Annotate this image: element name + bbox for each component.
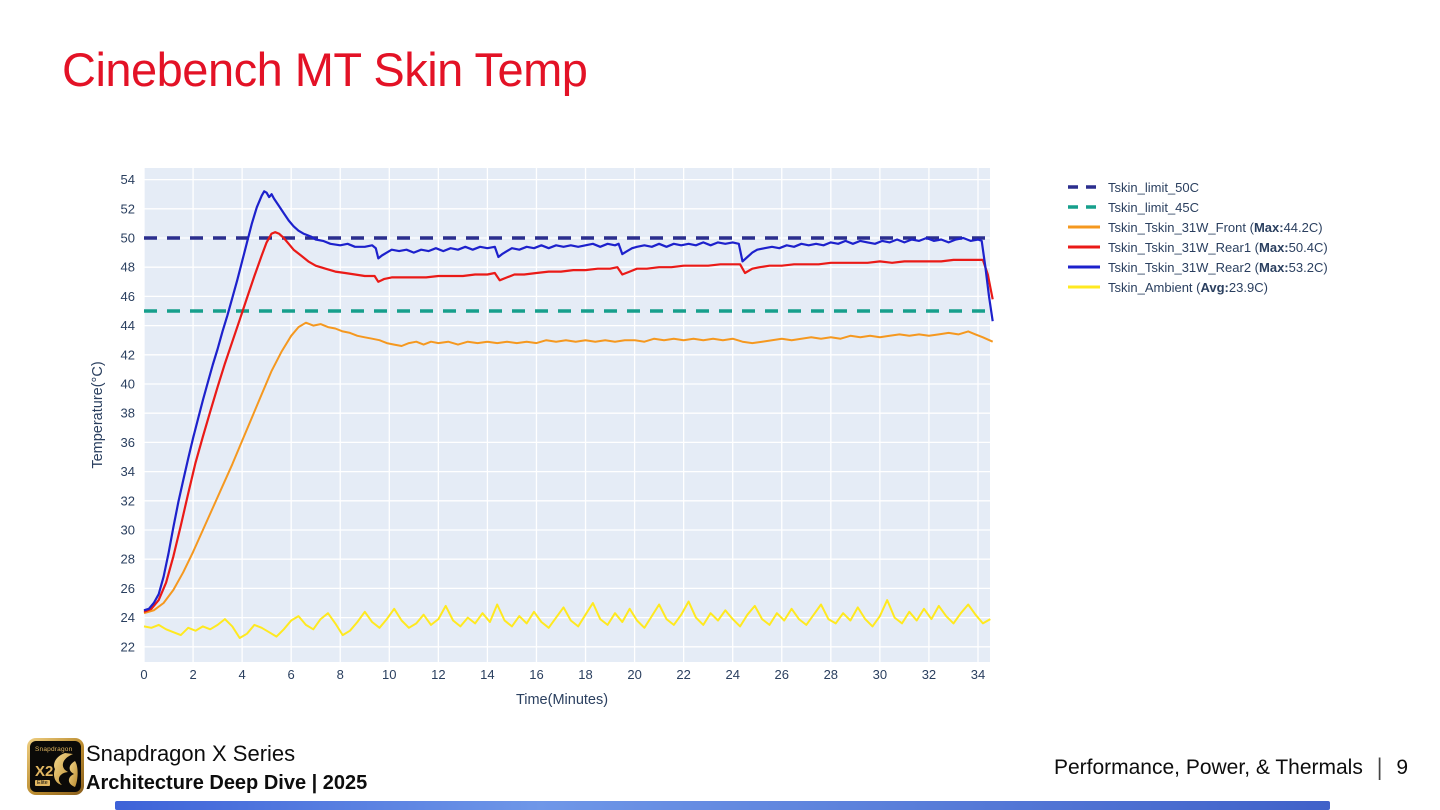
plot-area (144, 168, 990, 662)
snapdragon-logo-inner: Snapdragon X2 Elite (30, 741, 81, 792)
x-tick-label: 0 (140, 667, 147, 682)
x-tick-label: 24 (725, 667, 739, 682)
x-tick-label: 6 (288, 667, 295, 682)
legend-label: Tskin_limit_45C (1108, 199, 1200, 215)
snapdragon-logo: Snapdragon X2 Elite (27, 738, 84, 795)
legend-swatch (1068, 185, 1100, 189)
y-tick-label: 48 (121, 260, 135, 275)
legend-swatch (1068, 265, 1100, 269)
y-tick-label: 40 (121, 377, 135, 392)
y-tick-label: 44 (121, 318, 135, 333)
legend-item: Tskin_limit_50C (1068, 177, 1328, 197)
y-tick-label: 36 (121, 435, 135, 450)
x-axis-title: Time(Minutes) (516, 692, 608, 708)
legend-swatch (1068, 205, 1100, 209)
x-tick-label: 22 (676, 667, 690, 682)
x-tick-label: 28 (824, 667, 838, 682)
legend-label: Tskin_limit_50C (1108, 179, 1200, 195)
y-tick-label: 42 (121, 347, 135, 362)
y-tick-label: 30 (121, 523, 135, 538)
y-tick-label: 28 (121, 552, 135, 567)
bottom-accent-bar (115, 801, 1330, 810)
y-tick-label: 26 (121, 581, 135, 596)
legend-label: Tskin_Tskin_31W_Rear2 (Max:53.2C) (1108, 259, 1328, 275)
x-tick-label: 20 (627, 667, 641, 682)
footer-page-number: 9 (1396, 756, 1408, 779)
footer-left: Snapdragon X Series Architecture Deep Di… (86, 741, 367, 795)
y-axis-title: Temperature(°C) (90, 361, 106, 468)
y-tick-label: 46 (121, 289, 135, 304)
series-Tskin_Tskin_31W_Rear2 (143, 190, 994, 612)
footer-separator: | (1376, 754, 1383, 781)
legend-swatch (1068, 285, 1100, 289)
x-tick-label: 14 (480, 667, 494, 682)
dragon-icon (53, 753, 78, 787)
y-tick-label: 38 (121, 406, 135, 421)
x-tick-label: 32 (922, 667, 936, 682)
y-tick-label: 54 (121, 172, 135, 187)
logo-tier-text: Elite (35, 780, 50, 786)
footer-series-title: Snapdragon X Series (86, 741, 296, 766)
legend-label: Tskin_Tskin_31W_Front (Max:44.2C) (1108, 219, 1323, 235)
x-tick-label: 34 (971, 667, 985, 682)
legend-item: Tskin_Tskin_31W_Rear1 (Max:50.4C) (1068, 237, 1328, 257)
logo-chip-text: X2 (35, 763, 54, 780)
x-tick-label: 16 (529, 667, 543, 682)
x-tick-label: 12 (431, 667, 445, 682)
series-Tskin_Tskin_31W_Front (143, 321, 994, 615)
x-tick-label: 2 (189, 667, 196, 682)
y-tick-label: 34 (121, 464, 135, 479)
x-tick-label: 18 (578, 667, 592, 682)
legend-swatch (1068, 245, 1100, 249)
y-tick-label: 22 (121, 639, 135, 654)
logo-brand-text: Snapdragon (35, 746, 73, 753)
legend-item: Tskin_Tskin_31W_Front (Max:44.2C) (1068, 217, 1328, 237)
y-tick-label: 32 (121, 493, 135, 508)
legend-swatch (1068, 225, 1100, 229)
x-tick-label: 26 (775, 667, 789, 682)
chart-legend: Tskin_limit_50C Tskin_limit_45C Tskin_Tski… (1068, 177, 1328, 297)
legend-item: Tskin_Ambient (Avg:23.9C) (1068, 277, 1328, 297)
x-tick-label: 10 (382, 667, 396, 682)
slide-title: Cinebench MT Skin Temp (62, 43, 588, 96)
y-tick-label: 24 (121, 610, 135, 625)
x-tick-label: 4 (239, 667, 246, 682)
footer-section-title: Performance, Power, & Thermals (1053, 756, 1363, 779)
legend-item: Tskin_limit_45C (1068, 197, 1328, 217)
legend-label: Tskin_Ambient (Avg:23.9C) (1108, 279, 1268, 295)
series-Tskin_Ambient (143, 599, 991, 639)
footer-subtitle: Architecture Deep Dive | 2025 (86, 772, 368, 794)
legend-item: Tskin_Tskin_31W_Rear2 (Max:53.2C) (1068, 257, 1328, 277)
footer-right: Performance, Power, & Thermals | 9 (1053, 754, 1408, 781)
legend-label: Tskin_Tskin_31W_Rear1 (Max:50.4C) (1108, 239, 1328, 255)
y-tick-label: 50 (121, 231, 135, 246)
x-tick-label: 30 (873, 667, 887, 682)
series-Tskin_Tskin_31W_Rear1 (143, 231, 994, 613)
x-tick-label: 8 (337, 667, 344, 682)
y-tick-label: 52 (121, 201, 135, 216)
